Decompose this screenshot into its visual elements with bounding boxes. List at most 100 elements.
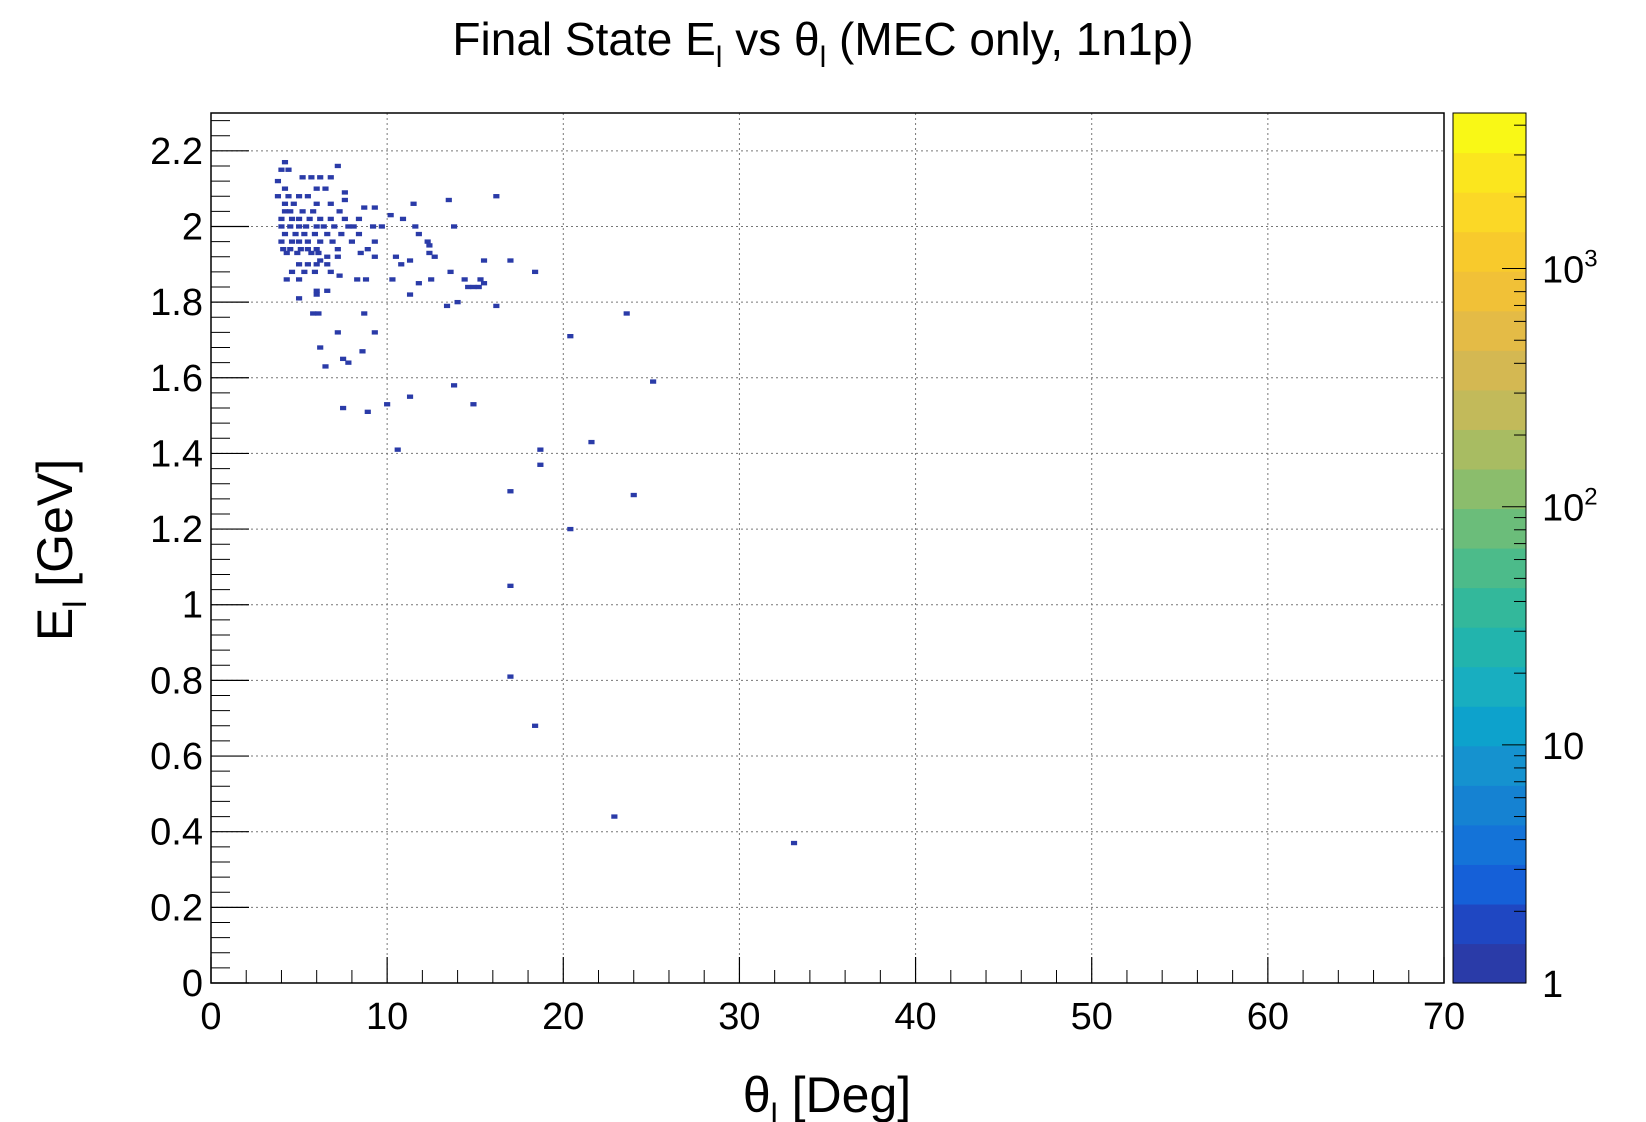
data-point bbox=[537, 447, 544, 452]
data-point bbox=[493, 303, 500, 309]
data-point bbox=[341, 190, 348, 195]
color-scale-ticks bbox=[1502, 124, 1526, 984]
color-scale-label-base: 10 bbox=[1542, 250, 1584, 292]
data-point bbox=[532, 723, 539, 728]
data-point bbox=[336, 273, 343, 278]
color-scale-label: 102 bbox=[1542, 484, 1598, 530]
data-point bbox=[288, 216, 296, 222]
data-point bbox=[320, 224, 327, 229]
data-point bbox=[295, 216, 303, 222]
color-scale-swatch bbox=[1453, 152, 1526, 193]
data-point bbox=[324, 231, 331, 237]
y-tick-label: 2 bbox=[182, 206, 203, 248]
data-point bbox=[415, 281, 422, 286]
x-axis-label: θl [Deg] bbox=[743, 1067, 911, 1122]
data-point bbox=[480, 258, 488, 263]
data-point bbox=[350, 224, 357, 229]
data-point bbox=[364, 246, 371, 252]
y-axis-label: El [GeV] bbox=[27, 459, 93, 641]
data-point bbox=[611, 814, 618, 819]
color-scale-swatch bbox=[1453, 627, 1526, 668]
data-point bbox=[331, 224, 338, 229]
x-tick-label: 50 bbox=[1071, 996, 1113, 1038]
x-tick-label: 60 bbox=[1247, 996, 1289, 1038]
data-point bbox=[406, 292, 414, 297]
data-point bbox=[371, 330, 378, 335]
data-point bbox=[306, 216, 313, 222]
data-point bbox=[278, 224, 285, 229]
data-point bbox=[470, 284, 477, 290]
color-scale-swatch bbox=[1453, 785, 1526, 826]
data-point bbox=[532, 269, 539, 275]
data-point bbox=[304, 194, 311, 199]
x-tick-label: 70 bbox=[1423, 996, 1465, 1038]
data-point bbox=[317, 239, 324, 244]
data-point bbox=[313, 186, 320, 191]
data-point bbox=[341, 216, 348, 222]
data-point bbox=[295, 239, 303, 244]
data-points bbox=[274, 159, 798, 846]
data-point bbox=[295, 262, 303, 267]
data-point bbox=[426, 250, 433, 256]
color-scale-label: 103 bbox=[1542, 246, 1598, 292]
y-tick-label: 2.2 bbox=[150, 131, 203, 173]
data-point bbox=[310, 311, 317, 316]
color-scale-label-base: 10 bbox=[1542, 726, 1584, 768]
data-point bbox=[287, 224, 294, 229]
color-scale-swatch bbox=[1453, 943, 1526, 984]
color-scale-swatch bbox=[1453, 666, 1526, 707]
data-point bbox=[361, 205, 368, 210]
axis-ticks bbox=[210, 120, 1445, 984]
data-point bbox=[454, 299, 461, 305]
chart-title: Final State El vs θl (MEC only, 1n1p) bbox=[452, 13, 1193, 74]
data-point bbox=[443, 303, 451, 309]
data-point bbox=[447, 269, 454, 275]
y-tick-label: 0.4 bbox=[150, 812, 203, 854]
data-point bbox=[394, 447, 401, 452]
data-point bbox=[315, 250, 322, 256]
data-point bbox=[281, 201, 289, 206]
data-point bbox=[287, 246, 294, 252]
data-point bbox=[338, 231, 345, 237]
data-point bbox=[313, 201, 320, 206]
data-point bbox=[299, 175, 306, 180]
color-scale-swatches bbox=[1453, 113, 1526, 984]
data-point bbox=[285, 167, 292, 172]
y-tick-label: 1.2 bbox=[150, 509, 203, 551]
data-point bbox=[287, 209, 294, 214]
data-point bbox=[294, 250, 301, 256]
color-scale-label-exponent: 3 bbox=[1584, 246, 1597, 273]
data-point bbox=[450, 383, 458, 388]
color-scale-swatch bbox=[1453, 468, 1526, 510]
data-point bbox=[278, 167, 285, 172]
data-point bbox=[317, 258, 324, 263]
data-point bbox=[355, 231, 363, 237]
data-point bbox=[297, 246, 304, 252]
data-point bbox=[281, 186, 289, 191]
data-point bbox=[507, 583, 514, 589]
grid-lines bbox=[211, 113, 1444, 983]
data-point bbox=[465, 284, 472, 290]
data-point bbox=[493, 194, 500, 199]
data-point bbox=[315, 311, 322, 316]
y-tick-label: 1.6 bbox=[150, 358, 203, 400]
data-point bbox=[415, 231, 422, 237]
data-point bbox=[431, 254, 438, 259]
data-point bbox=[304, 239, 311, 244]
data-point bbox=[477, 277, 484, 282]
data-point bbox=[281, 231, 289, 237]
data-point bbox=[378, 224, 385, 229]
data-point bbox=[630, 492, 637, 498]
data-point bbox=[359, 349, 366, 354]
data-point bbox=[461, 277, 468, 282]
data-point bbox=[507, 258, 514, 263]
data-point bbox=[295, 224, 303, 229]
data-point bbox=[322, 364, 329, 369]
color-scale-swatch bbox=[1453, 389, 1526, 430]
data-point bbox=[327, 216, 334, 222]
x-tick-label: 10 bbox=[366, 996, 408, 1038]
color-scale-swatch bbox=[1453, 864, 1526, 905]
data-point bbox=[362, 277, 370, 282]
